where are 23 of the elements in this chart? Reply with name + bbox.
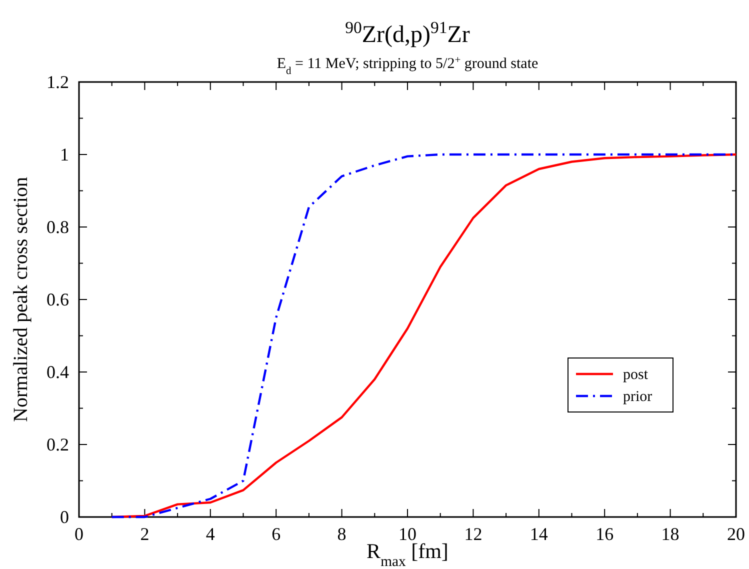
y-tick-label: 1 xyxy=(60,144,69,164)
chart-subtitle: E$_{d}$ = 11 MeV; stripping to 5/2$^{+}$ ground state xyxy=(276,54,538,76)
x-tick-label: 18 xyxy=(661,524,680,544)
x-tick-label: 12 xyxy=(464,524,482,544)
y-tick-label: 0.6 xyxy=(46,289,69,310)
y-tick-label: 0.4 xyxy=(46,362,69,382)
x-tick-label: 4 xyxy=(206,524,215,544)
legend-label: post xyxy=(623,367,649,383)
y-axis-title: Normalized peak cross section xyxy=(10,177,32,422)
x-tick-label: 0 xyxy=(74,524,84,544)
chart-title: $^{90}$Zr(d,p)$^{91}$Zr xyxy=(345,18,470,48)
line-series xyxy=(110,153,738,518)
x-tick-label: 16 xyxy=(596,524,614,544)
x-tick-label: 6 xyxy=(272,524,281,544)
y-tick-label: 0.8 xyxy=(46,216,69,237)
x-tick-label: 2 xyxy=(140,524,150,544)
y-tick-label: 0 xyxy=(60,506,69,527)
x-tick-label: 14 xyxy=(530,524,548,544)
y-tick-label: 1.2 xyxy=(46,72,69,92)
x-tick-label: 20 xyxy=(727,524,745,544)
x-tick-label: 8 xyxy=(337,524,346,544)
y-tick-label: 0.2 xyxy=(46,434,69,454)
legend-label: prior xyxy=(623,389,652,405)
